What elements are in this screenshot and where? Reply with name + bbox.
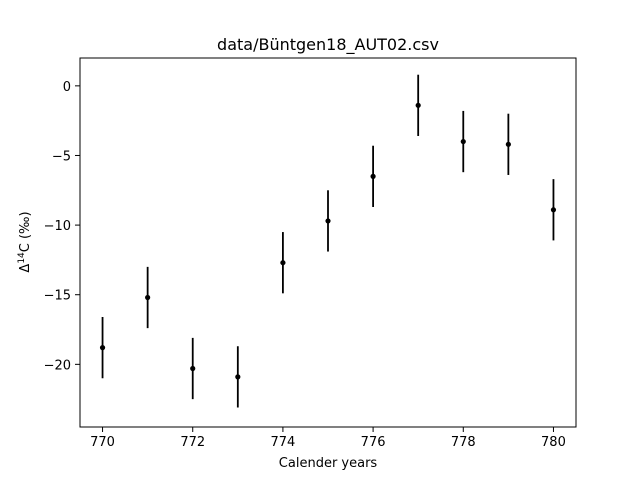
data-points	[99, 102, 557, 380]
y-tick-label: −15	[44, 289, 71, 304]
chart-title: data/Büntgen18_AUT02.csv	[217, 35, 439, 55]
y-axis-label-superscript: 14	[17, 252, 27, 264]
data-point	[505, 141, 511, 147]
data-point	[280, 260, 286, 266]
data-point	[415, 102, 421, 108]
data-point	[370, 173, 376, 179]
y-axis-label-prefix: Δ	[18, 264, 33, 273]
data-point	[99, 345, 106, 351]
x-tick-label: 770	[90, 435, 115, 450]
y-axis-label: Δ14C (‰)	[17, 211, 33, 272]
x-tick-label: 778	[451, 435, 476, 450]
x-axis-label: Calender years	[279, 456, 378, 471]
x-tick-label: 780	[541, 435, 566, 450]
x-tick-label: 772	[180, 435, 205, 450]
data-point	[235, 374, 241, 380]
y-tick-label: −5	[52, 149, 71, 164]
x-tick-label: 774	[270, 435, 295, 450]
x-tick-label: 776	[361, 435, 386, 450]
data-point	[325, 218, 331, 224]
data-point	[460, 138, 466, 145]
y-axis-label-suffix: C (‰)	[18, 211, 33, 252]
plot-frame	[79, 57, 577, 428]
data-point	[550, 207, 557, 213]
x-axis-ticks: 770 772 774 776 778 780	[90, 427, 566, 450]
y-tick-label: 0	[63, 80, 71, 95]
y-tick-label: −20	[44, 358, 71, 373]
data-point	[190, 365, 196, 372]
data-point	[145, 294, 151, 301]
y-axis-ticks: 0 −5 −10 −15 −20	[44, 80, 80, 373]
y-tick-label: −10	[44, 219, 71, 234]
